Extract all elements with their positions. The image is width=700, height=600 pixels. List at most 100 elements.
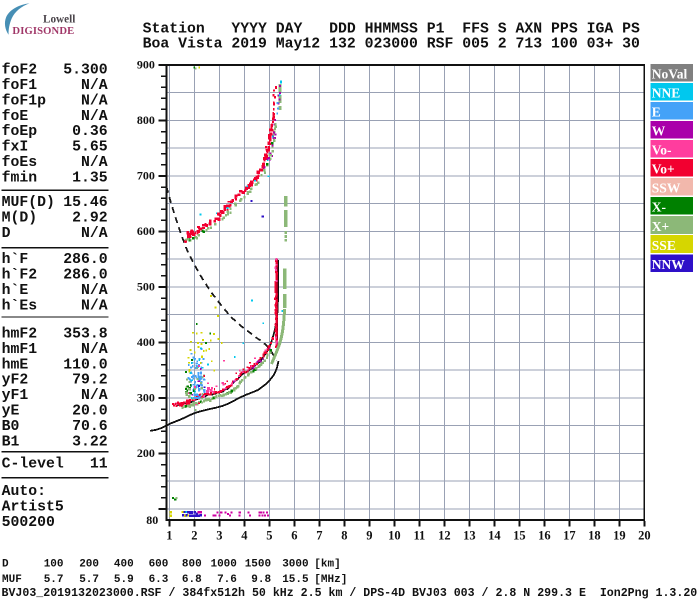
svg-text:15.46: 15.46	[63, 195, 108, 211]
svg-text:79.2: 79.2	[72, 373, 108, 389]
svg-text:N/A: N/A	[81, 388, 108, 404]
svg-text:X-: X-	[652, 200, 666, 215]
svg-text:2: 2	[191, 528, 197, 542]
svg-text:foF2: foF2	[2, 62, 38, 78]
svg-text:h`Es: h`Es	[2, 298, 38, 314]
svg-text:18: 18	[588, 528, 601, 542]
svg-text:500: 500	[137, 279, 155, 293]
svg-text:200: 200	[79, 558, 99, 570]
svg-text:17: 17	[563, 528, 576, 542]
svg-text:286.0: 286.0	[63, 268, 108, 284]
svg-text:2.92: 2.92	[72, 210, 108, 226]
svg-text:D: D	[2, 558, 9, 570]
svg-text:100: 100	[44, 558, 64, 570]
svg-text:SSW: SSW	[652, 181, 681, 196]
svg-text:NNW: NNW	[652, 257, 685, 272]
svg-text:300: 300	[137, 390, 155, 404]
svg-text:NoVal: NoVal	[652, 66, 688, 81]
svg-text:W: W	[652, 124, 666, 139]
svg-text:MUF: MUF	[2, 574, 22, 586]
svg-text:14: 14	[488, 528, 501, 542]
svg-text:3000: 3000	[282, 558, 308, 570]
svg-text:E: E	[652, 105, 661, 120]
svg-text:SSE: SSE	[652, 238, 676, 253]
svg-text:B1: B1	[2, 434, 20, 450]
svg-text:N/A: N/A	[81, 226, 108, 242]
svg-text:5: 5	[266, 528, 272, 542]
svg-text:110.0: 110.0	[63, 357, 108, 373]
svg-text:3: 3	[216, 528, 222, 542]
svg-text:Vo-: Vo-	[652, 143, 672, 158]
svg-text:3.22: 3.22	[72, 434, 108, 450]
svg-text:h`F: h`F	[2, 252, 29, 268]
svg-text:13: 13	[463, 528, 476, 542]
svg-text:h`F2: h`F2	[2, 268, 38, 284]
svg-text:fxI: fxI	[2, 140, 29, 156]
svg-text:20.0: 20.0	[72, 404, 108, 420]
svg-text:5.65: 5.65	[72, 140, 108, 156]
svg-text:NNE: NNE	[652, 85, 681, 100]
svg-text:8: 8	[341, 528, 347, 542]
svg-text:h`E: h`E	[2, 283, 29, 299]
svg-text:1: 1	[166, 528, 172, 542]
svg-text:N/A: N/A	[81, 155, 108, 171]
svg-text:Vo+: Vo+	[652, 162, 675, 177]
svg-text:400: 400	[137, 335, 155, 349]
svg-text:500200: 500200	[2, 515, 55, 531]
svg-text:7.6: 7.6	[217, 574, 237, 586]
svg-text:Boa Vista 2019 May12 132 02300: Boa Vista 2019 May12 132 023000 RSF 005 …	[143, 37, 640, 53]
svg-text:hmE: hmE	[2, 357, 29, 373]
svg-text:C-level: C-level	[2, 457, 64, 473]
svg-text:Station YYYY DAY DDD HHMMS: Station YYYY DAY DDD HHMMSS P1 FFS S AXN…	[143, 22, 640, 38]
svg-text:6: 6	[291, 528, 297, 542]
svg-text:N/A: N/A	[81, 93, 108, 109]
svg-text:800: 800	[137, 113, 155, 127]
svg-text:5.7: 5.7	[44, 574, 64, 586]
svg-text:DIGISONDE: DIGISONDE	[12, 26, 74, 37]
svg-text:MUF(D): MUF(D)	[2, 195, 55, 211]
svg-text:N/A: N/A	[81, 109, 108, 125]
svg-text:600: 600	[149, 558, 169, 570]
svg-text:Artist5: Artist5	[2, 499, 64, 515]
svg-text:900: 900	[137, 57, 155, 71]
svg-text:[MHz]: [MHz]	[314, 574, 347, 586]
svg-text:M(D): M(D)	[2, 210, 38, 226]
svg-text:9.8: 9.8	[251, 574, 271, 586]
svg-text:Auto:: Auto:	[2, 484, 46, 500]
svg-text:foF1: foF1	[2, 78, 38, 94]
svg-text:foF1p: foF1p	[2, 93, 47, 109]
svg-text:yF2: yF2	[2, 373, 29, 389]
svg-text:5.7: 5.7	[79, 574, 99, 586]
svg-text:19: 19	[613, 528, 626, 542]
svg-text:X+: X+	[652, 219, 669, 234]
svg-text:20: 20	[638, 528, 651, 542]
svg-text:hmF1: hmF1	[2, 342, 38, 358]
svg-text:400: 400	[114, 558, 134, 570]
svg-text:0.36: 0.36	[72, 124, 108, 140]
svg-text:200: 200	[137, 446, 155, 460]
svg-text:1000: 1000	[210, 558, 236, 570]
svg-text:1500: 1500	[245, 558, 271, 570]
svg-text:70.6: 70.6	[72, 419, 108, 435]
svg-text:D: D	[2, 226, 11, 242]
svg-text:N/A: N/A	[81, 298, 108, 314]
svg-text:Lowell: Lowell	[43, 14, 75, 26]
svg-text:7: 7	[316, 528, 322, 542]
svg-text:fmin: fmin	[2, 171, 38, 187]
svg-text:1.35: 1.35	[72, 171, 108, 187]
svg-text:353.8: 353.8	[63, 327, 108, 343]
svg-text:600: 600	[137, 224, 155, 238]
svg-text:16: 16	[538, 528, 551, 542]
svg-text:4: 4	[241, 528, 248, 542]
svg-text:yF1: yF1	[2, 388, 29, 404]
svg-text:80: 80	[146, 513, 158, 527]
svg-text:yE: yE	[2, 404, 20, 420]
svg-text:11: 11	[413, 528, 425, 542]
svg-text:N/A: N/A	[81, 283, 108, 299]
svg-text:5.300: 5.300	[63, 62, 108, 78]
svg-text:6.3: 6.3	[149, 574, 169, 586]
svg-text:15.5: 15.5	[282, 574, 309, 586]
svg-text:foE: foE	[2, 109, 29, 125]
svg-text:N/A: N/A	[81, 342, 108, 358]
svg-text:11: 11	[90, 457, 108, 473]
